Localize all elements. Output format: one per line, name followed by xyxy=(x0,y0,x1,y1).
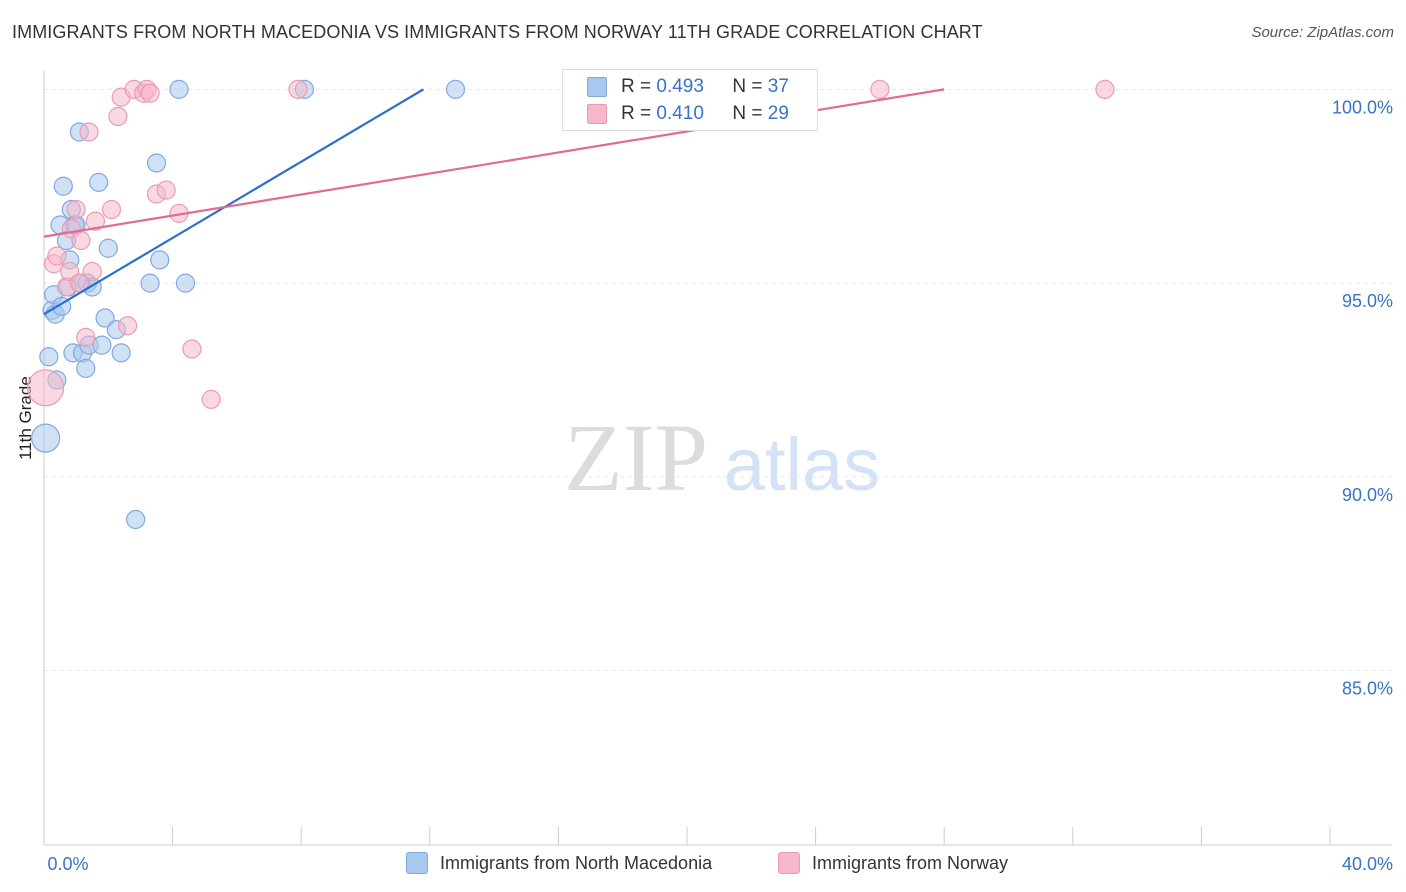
series2-n-value: 29 xyxy=(767,103,789,124)
point-series2 xyxy=(140,83,160,103)
point-series1 xyxy=(31,423,61,453)
point-series2 xyxy=(47,246,67,266)
point-series1 xyxy=(140,273,160,293)
point-series2 xyxy=(85,211,106,231)
point-series2 xyxy=(108,106,128,127)
point-series1 xyxy=(89,172,109,192)
legend-swatch-series2 xyxy=(778,852,800,874)
axes-layer xyxy=(43,70,1392,846)
point-series2 xyxy=(79,122,99,142)
legend-label-series1: Immigrants from North Macedonia xyxy=(440,852,713,873)
points-layer xyxy=(27,79,1115,530)
legend-item-series2: Immigrants from Norway xyxy=(778,852,1008,874)
point-series2 xyxy=(66,199,86,220)
x-tick-label-min: 0.0% xyxy=(47,854,88,874)
series2-swatch xyxy=(587,104,607,124)
n-label: N = xyxy=(732,103,763,124)
point-series1 xyxy=(92,335,112,355)
source-label: Source: ZipAtlas.com xyxy=(1251,24,1394,41)
point-series1 xyxy=(146,153,167,173)
stats-row-series2: R = 0.410 N = 29 xyxy=(587,101,789,127)
n-label: N = xyxy=(732,76,763,97)
x-tick-label-max: 40.0% xyxy=(1342,854,1393,874)
point-series2 xyxy=(101,199,122,220)
point-series2 xyxy=(82,261,102,282)
legend-swatch-series1 xyxy=(406,852,428,874)
legend-label-series2: Immigrants from Norway xyxy=(812,852,1009,873)
point-series2 xyxy=(156,180,176,200)
point-series1 xyxy=(76,358,96,378)
point-series1 xyxy=(175,273,196,293)
point-series2 xyxy=(1095,79,1115,99)
watermark-zip: ZIP xyxy=(564,404,708,511)
point-series1 xyxy=(111,343,131,363)
series2-r-value: 0.410 xyxy=(656,103,704,124)
point-series2 xyxy=(182,339,202,359)
point-series1 xyxy=(126,509,146,530)
trend-line-series1 xyxy=(43,88,424,316)
chart-title: IMMIGRANTS FROM NORTH MACEDONIA VS IMMIG… xyxy=(12,22,983,42)
point-series2 xyxy=(288,79,308,99)
y-tick-label: 90.0% xyxy=(1342,485,1393,505)
point-series2 xyxy=(201,389,221,409)
y-tick-label: 100.0% xyxy=(1332,97,1393,117)
r-label: R = xyxy=(621,103,652,124)
grid-layer xyxy=(44,88,1392,672)
watermark: ZIP atlas xyxy=(564,404,880,511)
stats-legend: R = 0.493 N = 37 R = 0.410 N = 29 xyxy=(562,69,818,131)
y-tick-label: 85.0% xyxy=(1342,679,1393,699)
legend-item-series1: Immigrants from North Macedonia xyxy=(406,852,712,874)
point-series2 xyxy=(76,327,96,347)
point-series1 xyxy=(53,176,73,196)
series1-r-value: 0.493 xyxy=(656,76,704,97)
point-series1 xyxy=(95,308,115,328)
tick-label-layer: 85.0% 90.0% 95.0% 100.0% 0.0% 40.0% xyxy=(47,97,1393,874)
point-series1 xyxy=(445,79,466,99)
point-series1 xyxy=(150,250,170,270)
point-series2 xyxy=(117,316,138,336)
y-tick-label: 95.0% xyxy=(1342,291,1393,311)
series1-n-value: 37 xyxy=(767,76,789,97)
r-label: R = xyxy=(621,76,652,97)
point-series2 xyxy=(27,369,65,407)
point-series1 xyxy=(98,238,118,258)
series1-swatch xyxy=(587,77,607,97)
point-series2 xyxy=(71,230,91,251)
watermark-atlas: atlas xyxy=(724,423,880,506)
stats-row-series1: R = 0.493 N = 37 xyxy=(587,74,789,100)
point-series1 xyxy=(169,79,189,99)
point-series1 xyxy=(39,347,59,367)
point-series2 xyxy=(870,79,890,99)
